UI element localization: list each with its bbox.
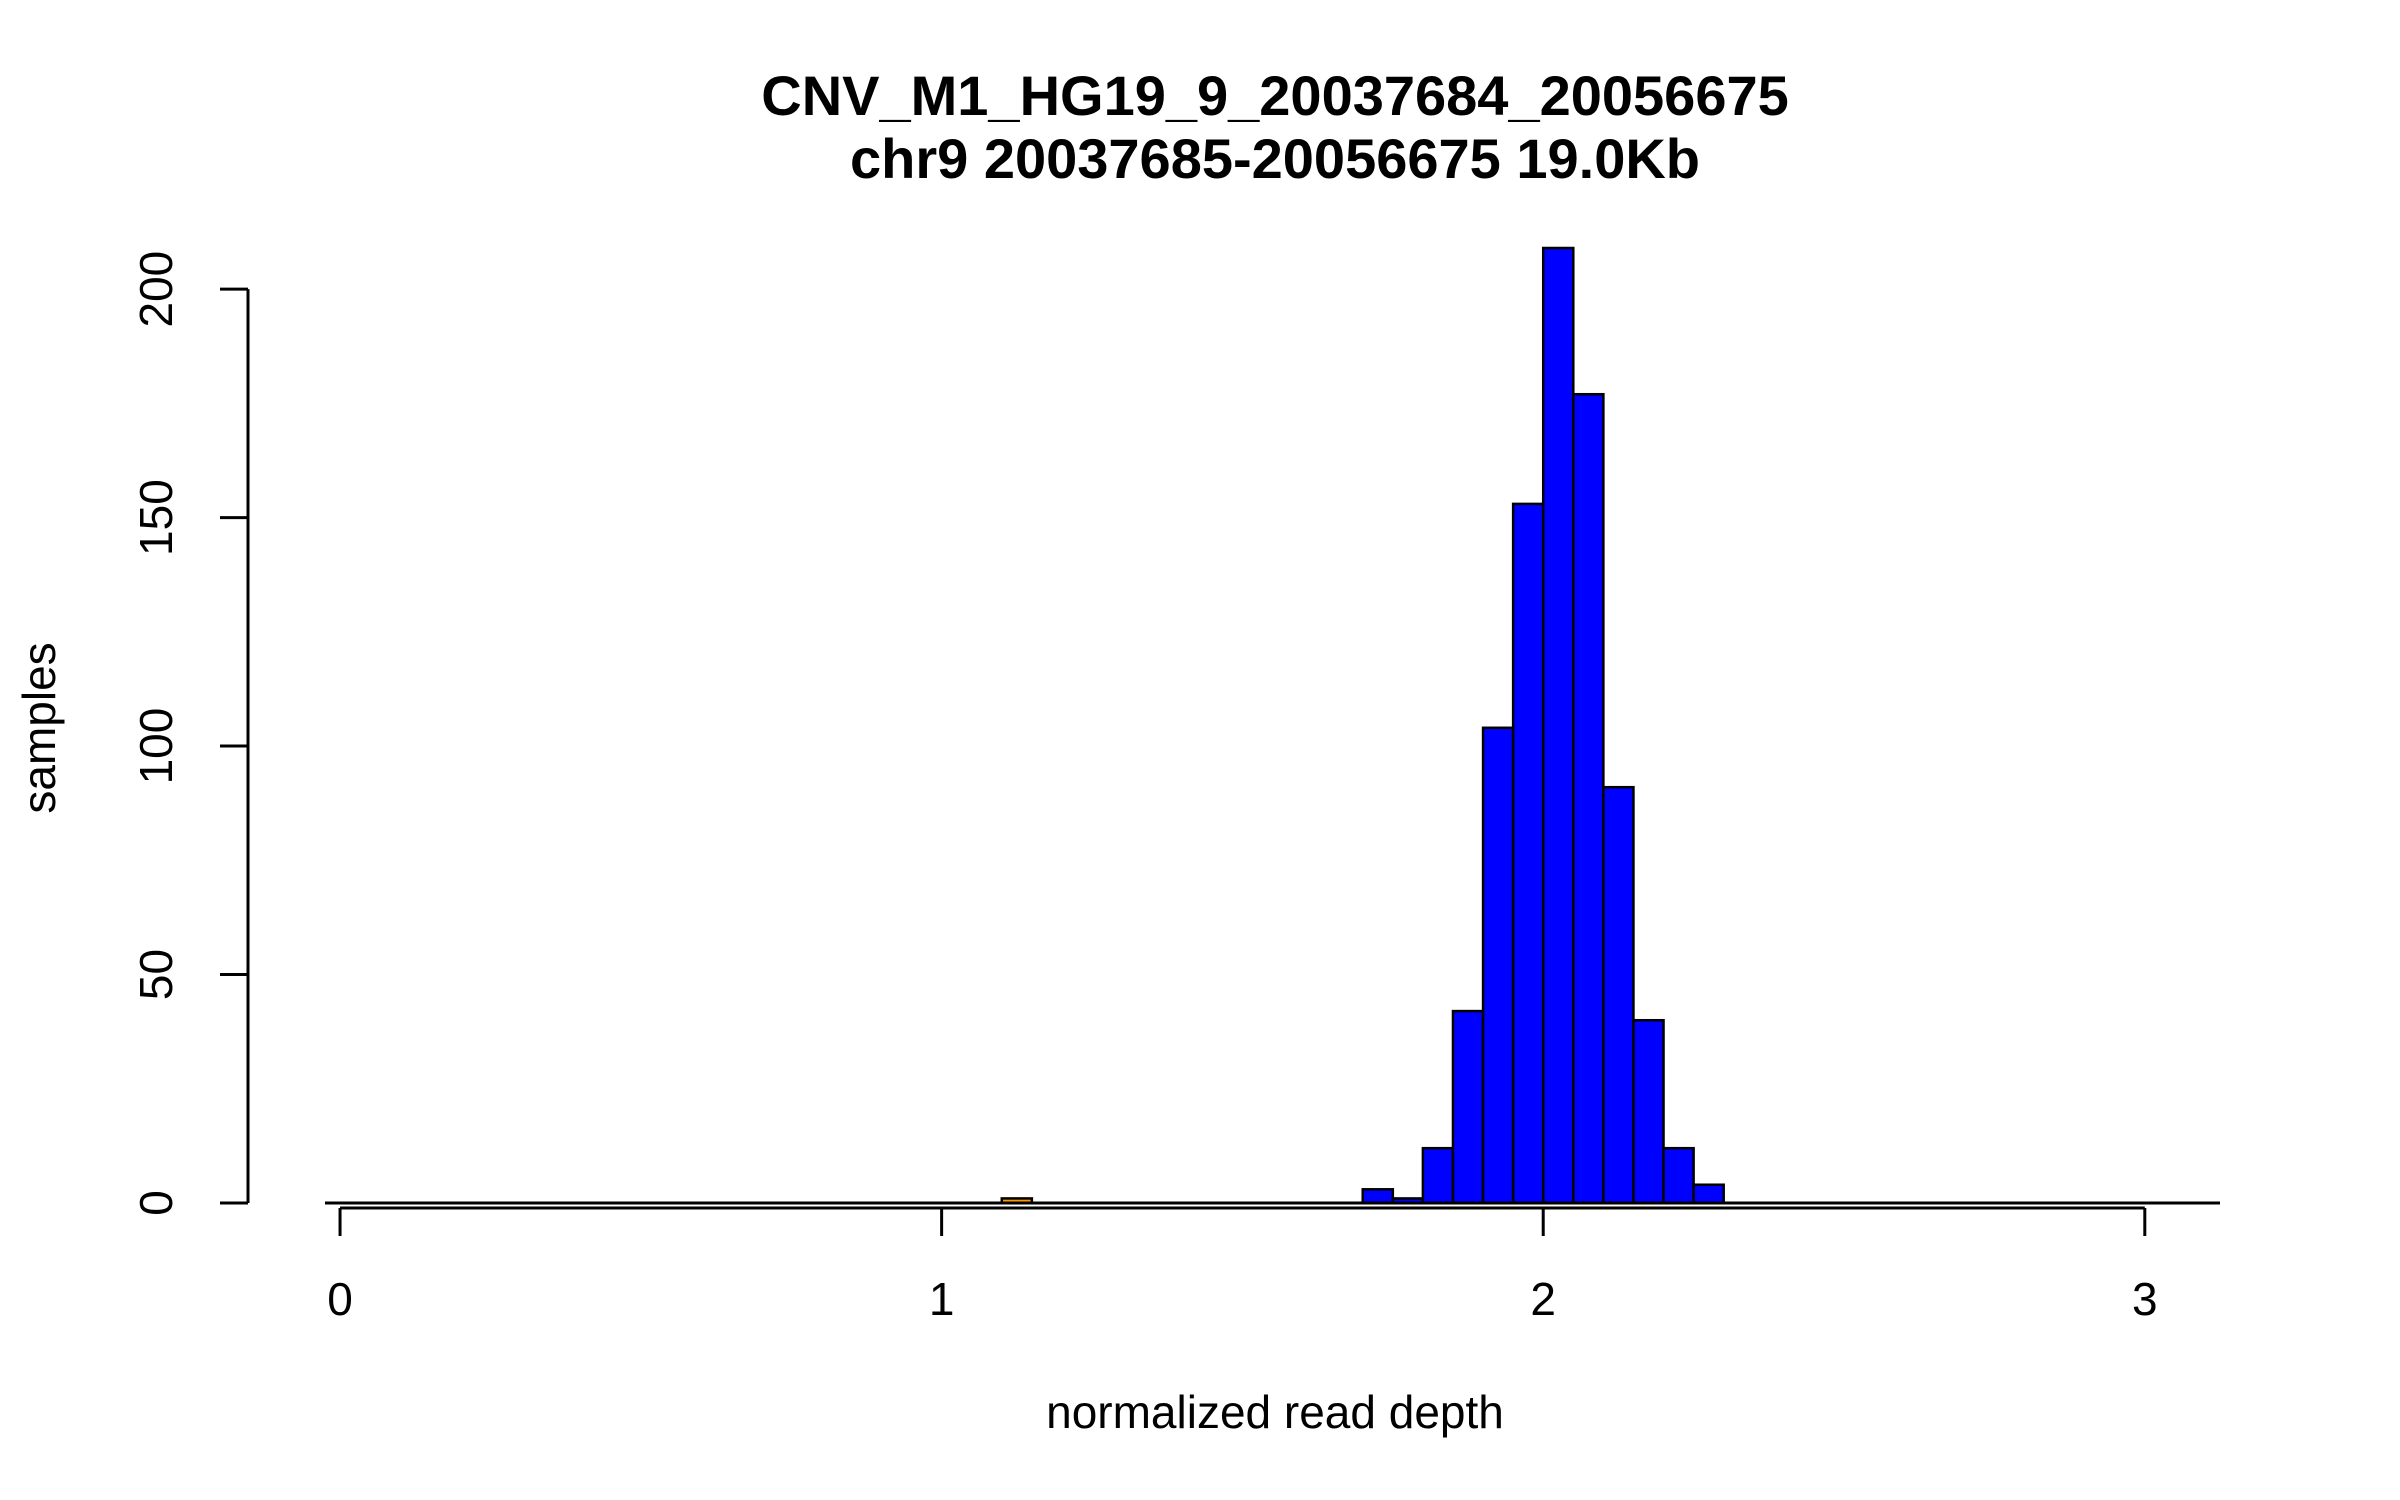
x-tick-label: 1 xyxy=(929,1273,955,1325)
histogram-bar xyxy=(1602,785,1635,1205)
x-tick-label: 0 xyxy=(327,1273,353,1325)
histogram-bar xyxy=(1361,1188,1395,1205)
x-axis: 0 1 2 3 xyxy=(327,1206,2158,1325)
x-tick-label: 2 xyxy=(1530,1273,1556,1325)
y-tick-label: 0 xyxy=(130,1190,182,1216)
histogram-bar xyxy=(1692,1183,1725,1205)
y-tick-label: 150 xyxy=(130,479,182,556)
histogram-bar xyxy=(1541,246,1575,1205)
x-tick-label: 3 xyxy=(2132,1273,2158,1325)
chart-title: CNV_M1_HG19_9_20037684_20056675 xyxy=(761,64,1789,127)
y-axis: 0 50 100 150 200 xyxy=(130,251,250,1216)
histogram-bar xyxy=(1572,392,1605,1205)
histogram-bar xyxy=(1511,502,1545,1205)
y-tick-label: 200 xyxy=(130,251,182,328)
histogram-bar xyxy=(1662,1146,1695,1205)
y-axis-label: samples xyxy=(13,642,65,813)
y-tick-label: 50 xyxy=(130,949,182,1000)
histogram-bars xyxy=(1000,246,1725,1205)
y-tick-label: 100 xyxy=(130,708,182,785)
histogram-bar xyxy=(1451,1009,1485,1205)
x-axis-label: normalized read depth xyxy=(1046,1386,1504,1438)
histogram-bar xyxy=(1632,1018,1665,1205)
chart-subtitle: chr9 20037685-20056675 19.0Kb xyxy=(850,127,1700,190)
histogram-bar xyxy=(1481,726,1515,1205)
histogram-bar xyxy=(1421,1146,1455,1205)
